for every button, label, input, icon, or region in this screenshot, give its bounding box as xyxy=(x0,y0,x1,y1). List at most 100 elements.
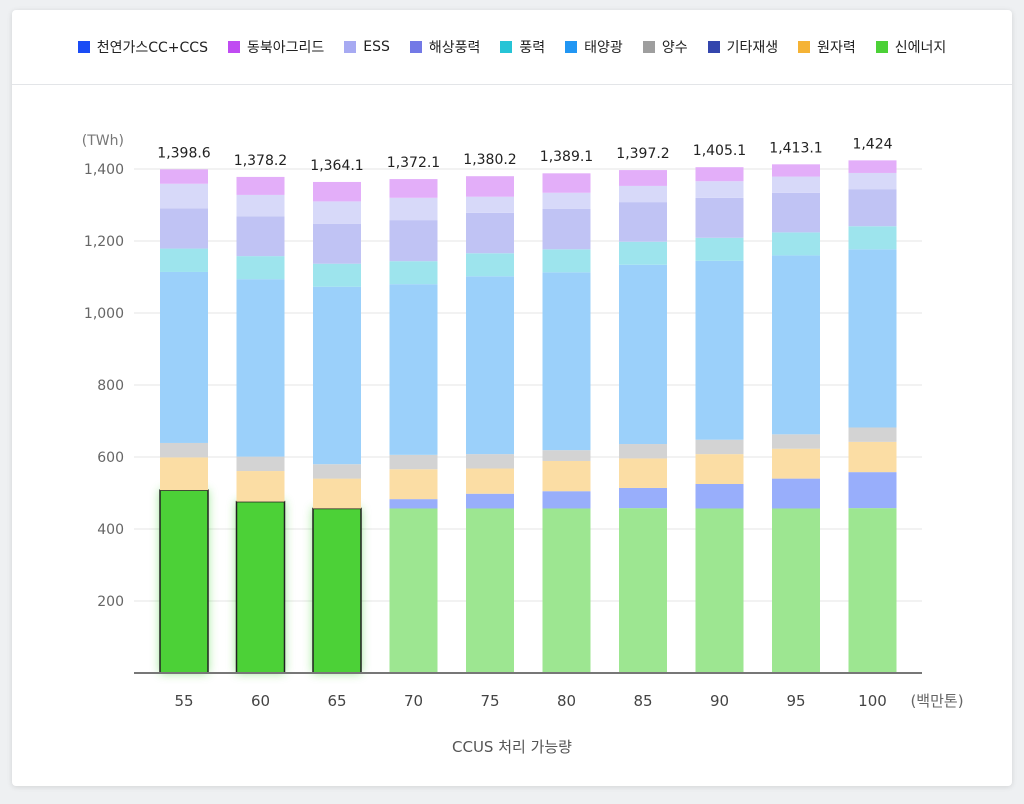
stacked-bar-chart: 200 400 600 800 1,000 1,200 1,400 (TWh) 1,398.6 5… xyxy=(82,133,964,710)
x-tick-label: 60 xyxy=(251,692,270,710)
bar-segment-해상풍력 xyxy=(695,197,744,238)
bar-segment-천연가스CC+CCS xyxy=(619,487,667,509)
x-tick-label: 90 xyxy=(710,692,729,710)
bar-segment-원자력 xyxy=(160,457,208,491)
legend-item-ess[interactable]: ESS xyxy=(344,39,390,55)
y-tick-label: 1,000 xyxy=(84,306,124,322)
legend-item-northeast-asia-grid[interactable]: 동북아그리드 xyxy=(227,37,325,57)
bar-segment-신에너지 xyxy=(848,508,897,673)
bar-segment-원자력 xyxy=(772,448,820,479)
legend-item-new-energy[interactable]: 신에너지 xyxy=(875,37,946,57)
bar-segment-양수 xyxy=(389,454,438,470)
x-tick-label: 80 xyxy=(557,692,576,710)
bar-segment-풍력 xyxy=(848,226,897,250)
bar-segment-원자력 xyxy=(236,471,285,502)
bar-segment-양수 xyxy=(160,442,208,458)
bar-segment-원자력 xyxy=(466,468,514,494)
y-tick-label: 600 xyxy=(97,450,124,466)
y-tick-label: 400 xyxy=(97,522,124,538)
y-tick-label: 1,400 xyxy=(84,162,124,178)
bar-segment-동북아그리드 xyxy=(848,160,897,173)
bar-segment-동북아그리드 xyxy=(542,173,591,193)
bar-segment-원자력 xyxy=(619,458,667,488)
bar-segment-신에너지 xyxy=(466,508,514,673)
legend-swatch xyxy=(409,41,422,53)
bar-segment-신에너지 xyxy=(235,500,286,674)
legend-swatch xyxy=(77,41,90,53)
bar-segment-동북아그리드 xyxy=(236,176,285,195)
legend-label: 기타재생 xyxy=(726,40,779,56)
x-tick-label: 75 xyxy=(480,692,499,710)
legend-label: 원자력 xyxy=(817,40,856,56)
bar-segment-신에너지 xyxy=(619,508,667,673)
y-tick-label: 1,200 xyxy=(84,234,124,250)
bar-segment-양수 xyxy=(466,454,514,469)
bar-total-label: 1,380.2 xyxy=(463,152,516,168)
x-axis-title: CCUS 처리 가능량 xyxy=(452,738,572,756)
bar-segment-신에너지 xyxy=(695,508,744,673)
bar-total-label: 1,364.1 xyxy=(310,158,363,174)
bar-segment-원자력 xyxy=(313,478,361,509)
bar-total-label: 1,378.2 xyxy=(234,153,287,169)
bar-segment-ESS xyxy=(848,172,897,190)
bar-segment-원자력 xyxy=(695,454,744,484)
legend-label: 천연가스CC+CCS xyxy=(96,40,208,56)
legend-item-other-renewable[interactable]: 기타재생 xyxy=(707,37,779,57)
bar-segment-ESS xyxy=(389,197,438,221)
bar-segment-원자력 xyxy=(542,460,591,492)
bar-segment-ESS xyxy=(466,196,514,213)
bar-segment-ESS xyxy=(772,176,820,193)
bar-segment-신에너지 xyxy=(772,508,820,673)
legend-item-nuclear[interactable]: 원자력 xyxy=(798,37,856,57)
bar-segment-양수 xyxy=(313,464,361,479)
labels: 200 400 600 800 1,000 1,200 1,400 (TWh) 1,398.6 5… xyxy=(82,133,964,710)
bars xyxy=(159,160,897,674)
bar-segment-ESS xyxy=(619,185,667,203)
bar-segment-신에너지 xyxy=(159,489,209,674)
bar-segment-원자력 xyxy=(389,469,438,500)
legend-item-offshore-wind[interactable]: 해상풍력 xyxy=(409,37,480,57)
legend-swatch xyxy=(798,41,811,53)
bar-segment-태양광 xyxy=(466,276,514,455)
x-tick-label: 85 xyxy=(633,692,652,710)
bar-segment-ESS xyxy=(542,192,591,209)
bar-total-label: 1,389.1 xyxy=(540,149,593,165)
legend-swatch xyxy=(875,41,888,53)
bar-segment-천연가스CC+CCS xyxy=(848,472,897,509)
bar-segment-해상풍력 xyxy=(848,189,897,227)
bar-segment-해상풍력 xyxy=(389,220,438,262)
bar-segment-태양광 xyxy=(313,286,361,465)
x-tick-label: 65 xyxy=(327,692,346,710)
y-tick-label: 200 xyxy=(97,594,124,610)
bar-segment-천연가스CC+CCS xyxy=(772,478,820,509)
legend-item-wind[interactable]: 풍력 xyxy=(500,37,545,57)
bar-segment-풍력 xyxy=(236,256,285,280)
x-tick-label: 70 xyxy=(404,692,423,710)
legend-label: 양수 xyxy=(661,40,688,56)
bar-total-label: 1,413.1 xyxy=(769,140,822,156)
bar-segment-동북아그리드 xyxy=(772,164,820,177)
legend-label: 태양광 xyxy=(584,40,623,56)
legend-item-solar[interactable]: 태양광 xyxy=(565,37,623,57)
bar-total-label: 1,397.2 xyxy=(616,146,669,162)
bar-segment-양수 xyxy=(236,456,285,472)
bar-segment-동북아그리드 xyxy=(160,169,208,184)
legend-label: 동북아그리드 xyxy=(246,40,325,56)
x-axis-unit: (백만톤) xyxy=(910,692,963,710)
bar-segment-풍력 xyxy=(542,249,591,273)
bar-segment-풍력 xyxy=(695,237,744,261)
bar-segment-양수 xyxy=(772,434,820,449)
legend-swatch xyxy=(565,41,578,53)
bar-total-label: 1,398.6 xyxy=(157,146,211,162)
bar-segment-양수 xyxy=(542,450,591,461)
bar-segment-풍력 xyxy=(772,232,820,256)
y-axis-unit: (TWh) xyxy=(82,133,124,149)
legend-item-pumped-hydro[interactable]: 양수 xyxy=(642,37,688,57)
bar-segment-해상풍력 xyxy=(772,192,820,233)
bar-segment-풍력 xyxy=(619,241,667,265)
legend-item-natural-gas-ccs[interactable]: 천연가스CC+CCS xyxy=(77,37,208,57)
bar-segment-양수 xyxy=(695,439,744,455)
bar-segment-태양광 xyxy=(695,260,744,440)
bar-segment-동북아그리드 xyxy=(619,170,667,186)
bar-segment-해상풍력 xyxy=(160,208,208,249)
